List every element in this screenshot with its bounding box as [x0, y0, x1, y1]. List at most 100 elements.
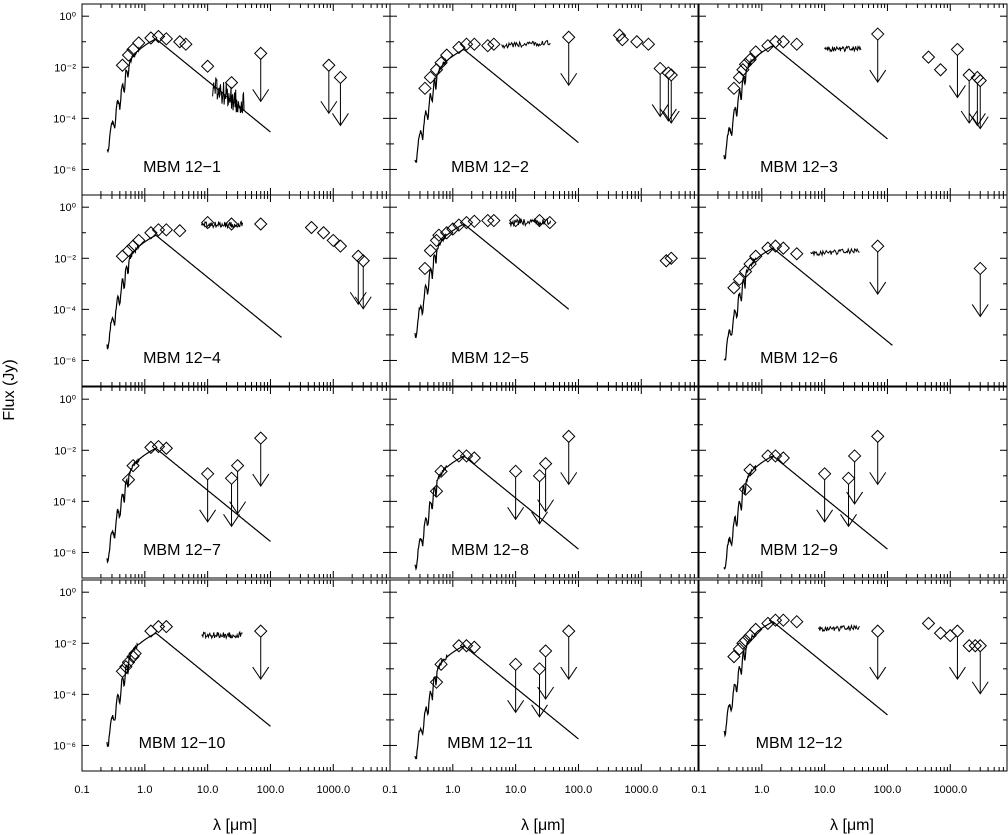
y-tick-label: 10⁻²	[54, 253, 76, 265]
photometry-point	[768, 449, 783, 463]
photometry-point	[434, 464, 448, 479]
sed-panel: MBM 12−9	[698, 386, 1008, 579]
ir-spectrum	[810, 247, 860, 258]
model-photosphere-curve	[106, 632, 271, 747]
photometry-point	[423, 70, 438, 85]
upper-limit	[971, 261, 989, 318]
upper-limit	[971, 639, 989, 695]
photometry-point	[333, 239, 348, 253]
photometry-point	[962, 639, 976, 653]
sed-panel: MBM 12−2	[389, 3, 699, 196]
y-tick-labels: 10⁰ 10⁻² 10⁻⁴ 10⁻⁶ 10⁰ 10⁻² 10⁻⁴ 10⁻⁶ 10⁰ 10⁻² 10⁻…	[53, 11, 76, 752]
photometry-point	[316, 226, 331, 240]
photometry-point	[727, 649, 741, 664]
photometry-point	[115, 664, 130, 679]
photometry-point	[159, 223, 174, 237]
upper-limit	[949, 624, 966, 680]
photometry-point	[115, 249, 130, 263]
upper-limit	[840, 471, 857, 528]
photometry-point	[776, 613, 791, 627]
model-photosphere-curve	[723, 455, 888, 570]
y-tick-label: 10⁻⁴	[53, 113, 76, 125]
photometry-point	[151, 29, 166, 44]
sed-panel: MBM 12−10	[81, 579, 391, 772]
panel-label: MBM 12−3	[760, 159, 838, 176]
panel-label: MBM 12−4	[143, 350, 221, 367]
x-axis-title-col-2: λ [μm]	[521, 817, 565, 834]
photometry-point	[304, 220, 319, 235]
upper-limit	[869, 239, 887, 295]
panel-label: MBM 12−5	[451, 350, 529, 367]
y-axis-title: Flux (Jy)	[1, 359, 18, 420]
sed-panel: MBM 12−11	[389, 579, 699, 772]
photometry-point	[467, 214, 482, 229]
photometry-point	[429, 233, 444, 248]
panel-label: MBM 12−7	[143, 542, 221, 559]
panel-label: MBM 12−9	[760, 542, 838, 559]
photometry-point	[429, 484, 444, 498]
photometry-point	[738, 57, 753, 72]
upper-limit	[229, 458, 247, 515]
upper-limit	[659, 66, 677, 122]
photometry-point	[968, 639, 982, 653]
model-photosphere-curve	[723, 45, 888, 160]
photometry-point	[933, 626, 948, 640]
x-tick-label: 10.0	[197, 784, 218, 796]
photometry-point	[151, 439, 166, 454]
photometry-point	[641, 37, 656, 51]
photometry-point	[749, 622, 763, 637]
upper-limit	[869, 27, 887, 83]
panels-layer: MBM 12−1 MBM 12−2 MBM 12−3 MBM 12−4 MBM 12−5…	[81, 3, 1008, 772]
model-photosphere-curve	[414, 645, 579, 760]
photometry-point	[126, 458, 140, 473]
panel-label: MBM 12−2	[451, 159, 529, 176]
photometry-point	[121, 243, 136, 258]
x-tick-label: 100.0	[257, 784, 285, 796]
upper-limit	[560, 624, 578, 680]
photometry-point	[159, 32, 174, 46]
photometry-point	[173, 35, 187, 49]
model-photosphere-curve	[414, 455, 579, 571]
photometry-point	[736, 63, 750, 77]
upper-limit	[662, 68, 680, 124]
model-photosphere-curve	[414, 48, 579, 163]
model-photosphere-curve	[106, 38, 271, 154]
upper-limit	[971, 73, 989, 130]
photometry-point	[532, 213, 547, 228]
x-tick-label: 10.0	[814, 784, 835, 796]
upper-limit	[816, 467, 834, 523]
photometry-point	[224, 217, 239, 231]
panel-label: MBM 12−10	[139, 735, 226, 752]
upper-limit	[537, 456, 555, 513]
ir-spectrum	[501, 39, 551, 50]
upper-limit	[354, 254, 372, 310]
ir-spectrum	[509, 217, 552, 228]
photometry-point	[121, 48, 136, 62]
upper-limit	[507, 657, 525, 714]
photometry-point	[776, 35, 791, 49]
photometry-point	[121, 655, 136, 670]
photometry-point	[254, 217, 268, 231]
upper-limit	[320, 58, 338, 115]
upper-limit	[869, 624, 887, 680]
photometry-point	[659, 254, 673, 268]
photometry-point	[543, 215, 557, 230]
photometry-point	[418, 261, 432, 276]
photometry-point	[452, 40, 466, 55]
photometry-point	[921, 616, 936, 631]
y-tick-label: 10⁻²	[54, 638, 76, 650]
photometry-point	[144, 440, 158, 455]
y-tick-label: 10⁰	[59, 394, 76, 406]
upper-limit	[949, 42, 966, 99]
photometry-point	[761, 241, 775, 255]
x-tick-label: 1.0	[137, 784, 152, 796]
photometry-point	[132, 233, 146, 248]
photometry-point	[459, 449, 474, 463]
panel-frame	[389, 194, 699, 387]
y-tick-label: 10⁻⁶	[53, 355, 76, 367]
photometry-point	[727, 81, 741, 96]
sed-panel: MBM 12−3	[698, 3, 1008, 196]
ir-spectrum	[824, 45, 862, 53]
upper-limit	[252, 624, 270, 680]
photometry-point	[132, 36, 146, 50]
